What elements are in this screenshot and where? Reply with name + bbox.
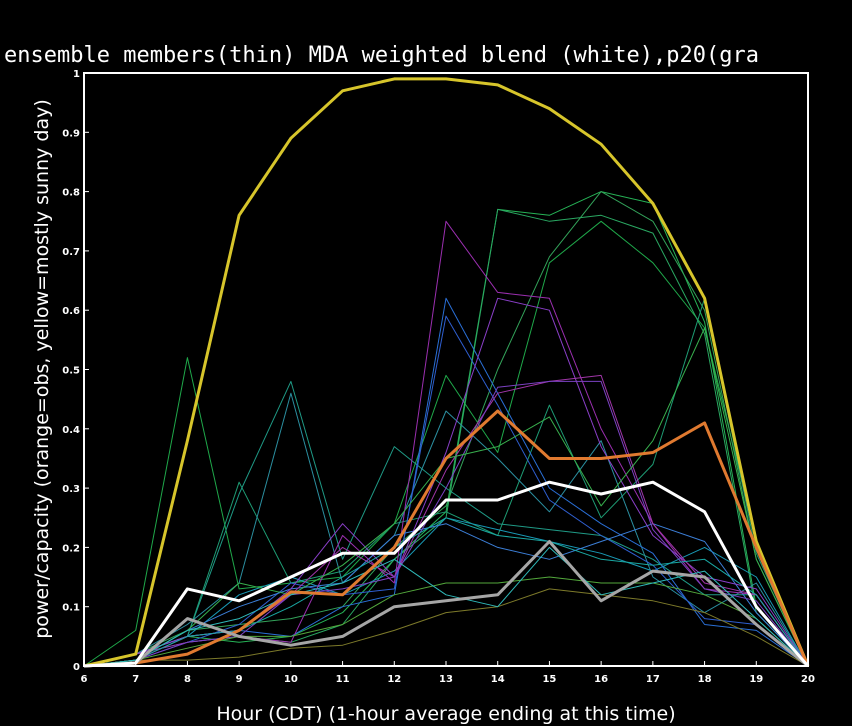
y-ticks: 0 0.1 0.2 0.3 0.4 0.5 0.6 0.7 0.8 0.9 1 xyxy=(62,69,89,673)
series-line-10 xyxy=(83,523,809,667)
x-tick-label: 8 xyxy=(184,674,191,685)
series-line-23 xyxy=(83,480,810,668)
y-tick-label: 0.4 xyxy=(62,425,80,436)
y-tick-label: 0.3 xyxy=(62,484,80,495)
series-line-14 xyxy=(83,380,809,667)
chart-title: ensemble members(thin) MDA weighted blen… xyxy=(4,43,759,68)
y-tick-label: 0.8 xyxy=(62,188,80,199)
x-tick-label: 15 xyxy=(542,674,556,685)
series-line-0 xyxy=(83,220,809,667)
x-tick-label: 10 xyxy=(284,674,298,685)
y-tick-label: 0.5 xyxy=(62,366,80,377)
series-line-17 xyxy=(83,588,809,667)
y-tick-label: 0.1 xyxy=(62,603,80,614)
y-tick-label: 0.2 xyxy=(62,543,80,554)
x-tick-label: 12 xyxy=(387,674,401,685)
x-ticks: 6 7 8 9 10 11 12 13 14 15 16 17 18 19 20 xyxy=(81,661,815,685)
y-tick-label: 0.7 xyxy=(62,247,80,258)
series-line-22 xyxy=(83,540,809,668)
series-line-3 xyxy=(83,191,809,667)
x-tick-label: 17 xyxy=(646,674,660,685)
y-tick-label: 0.9 xyxy=(62,128,80,139)
series-line-18 xyxy=(83,517,809,667)
x-tick-label: 13 xyxy=(439,674,453,685)
x-tick-label: 18 xyxy=(698,674,712,685)
series-line-21 xyxy=(83,409,810,668)
y-tick-label: 0.6 xyxy=(62,306,80,317)
x-tick-label: 11 xyxy=(336,674,350,685)
series-line-9 xyxy=(83,315,809,667)
y-tick-label: 1 xyxy=(73,69,80,80)
series-line-20 xyxy=(83,77,810,668)
x-axis-label: Hour (CDT) (1-hour average ending at thi… xyxy=(216,703,675,725)
series-line-4 xyxy=(83,297,809,667)
x-tick-label: 20 xyxy=(801,674,815,685)
series-line-16 xyxy=(83,576,809,667)
x-tick-label: 9 xyxy=(236,674,243,685)
y-axis-label: power/capacity (orange=obs, yellow=mostl… xyxy=(31,99,53,639)
x-tick-label: 7 xyxy=(132,674,139,685)
x-tick-label: 16 xyxy=(594,674,608,685)
x-tick-label: 6 xyxy=(81,674,88,685)
series-lines xyxy=(83,77,810,668)
x-tick-label: 19 xyxy=(749,674,763,685)
y-tick-label: 0 xyxy=(73,662,80,673)
x-tick-label: 14 xyxy=(491,674,505,685)
